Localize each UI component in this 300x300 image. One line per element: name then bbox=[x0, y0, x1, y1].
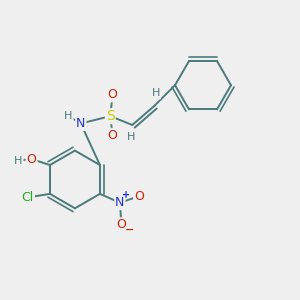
Text: Cl: Cl bbox=[22, 191, 34, 204]
Text: H: H bbox=[152, 88, 160, 98]
Text: H: H bbox=[64, 111, 73, 121]
Text: N: N bbox=[115, 196, 124, 209]
Text: O: O bbox=[27, 153, 37, 166]
Text: N: N bbox=[76, 117, 86, 130]
Text: O: O bbox=[108, 88, 118, 101]
Text: S: S bbox=[106, 109, 115, 123]
Text: H: H bbox=[14, 156, 22, 166]
Text: −: − bbox=[125, 225, 134, 235]
Text: H: H bbox=[127, 132, 135, 142]
Text: O: O bbox=[116, 218, 126, 231]
Text: O: O bbox=[134, 190, 144, 203]
Text: +: + bbox=[122, 190, 130, 200]
Text: O: O bbox=[108, 129, 118, 142]
